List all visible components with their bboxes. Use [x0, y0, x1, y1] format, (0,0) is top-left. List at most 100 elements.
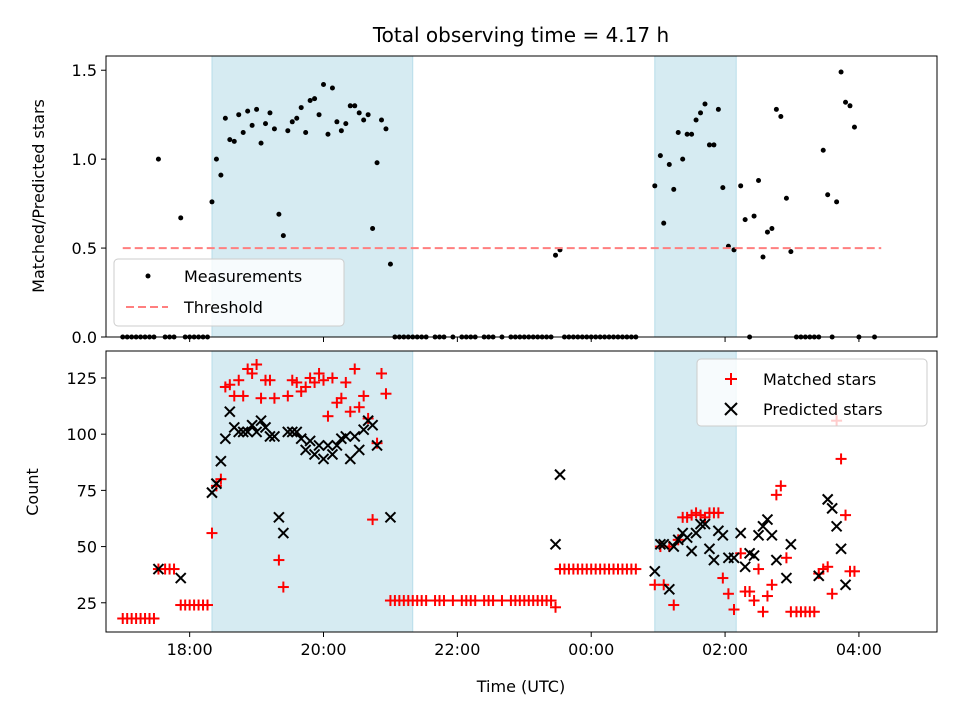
matched-stars-point: [349, 363, 361, 375]
predicted-stars-point: [830, 520, 843, 533]
bottom-y-tick-label: 50: [77, 538, 97, 557]
measurement-point: [788, 249, 794, 255]
matched-stars-point: [291, 376, 303, 388]
measurement-point: [778, 113, 784, 119]
predicted-stars-point: [357, 423, 370, 436]
matched-stars-point: [835, 453, 847, 465]
matched-stars-point: [353, 401, 365, 413]
measurement-point: [307, 97, 313, 103]
bottom-legend: Matched stars Predicted stars: [696, 358, 928, 427]
matched-stars-point: [380, 388, 392, 400]
matched-stars-point: [233, 374, 245, 386]
measurement-point: [343, 121, 349, 127]
predicted-stars-point: [384, 511, 397, 524]
predicted-stars-point: [694, 518, 707, 530]
matched-stars-point: [728, 604, 740, 616]
measurement-point: [316, 112, 322, 118]
matched-stars-point: [848, 565, 860, 577]
measurement-point: [773, 106, 779, 112]
predicted-stars-point: [219, 432, 232, 445]
predicted-stars-point: [295, 432, 307, 445]
measurement-point: [222, 115, 228, 121]
measurement-point: [325, 131, 331, 137]
measurement-point: [263, 121, 269, 127]
predicted-stars-point: [681, 531, 693, 544]
measurement-point: [289, 119, 295, 125]
matched-stars-point: [371, 437, 383, 449]
matched-stars-point: [237, 390, 249, 402]
measurement-point: [303, 129, 309, 135]
top-legend: Measurements Threshold: [113, 258, 345, 327]
predicted-stars-point: [215, 455, 227, 467]
measurement-point: [769, 226, 775, 232]
measurement-point: [383, 126, 389, 132]
predicted-stars-point: [250, 426, 263, 438]
measurement-point: [838, 69, 844, 75]
predicted-stars-point: [224, 405, 236, 418]
measurement-point: [271, 126, 277, 132]
matched-stars-point: [550, 601, 562, 613]
legend-measurements-marker: [145, 273, 151, 279]
measurement-point: [843, 99, 849, 105]
predicted-stars-point: [780, 572, 793, 584]
predicted-stars-point: [739, 561, 751, 573]
predicted-stars-point: [308, 448, 321, 461]
predicted-stars-point: [282, 426, 294, 438]
measurement-point: [666, 161, 672, 167]
predicted-stars-point: [734, 527, 747, 539]
bottom-y-axis-label: Count: [23, 468, 42, 516]
matched-stars-point: [744, 586, 756, 598]
matched-stars-point: [757, 606, 769, 618]
measurement-point: [361, 117, 367, 123]
matched-stars-point: [322, 410, 334, 422]
bottom-axes-frame: [105, 350, 938, 633]
bottom-y-tick-label: 125: [66, 369, 97, 388]
measurement-point: [657, 153, 663, 159]
matched-stars-point: [545, 595, 557, 607]
matched-stars-point: [748, 595, 760, 607]
predicted-stars-point: [371, 439, 383, 452]
predicted-stars-point: [277, 527, 290, 539]
matched-stars-point: [318, 374, 330, 386]
measurement-point: [820, 147, 826, 153]
predicted-stars-point: [237, 426, 249, 438]
top-legend-box: [113, 258, 345, 327]
matched-stars-point: [735, 547, 747, 559]
bottom-panel: 25 50 75 100 125 18:00 20:00 22:00 00:00 02:00 04…: [23, 350, 938, 696]
bottom-series: [117, 358, 860, 625]
predicted-stars-point: [299, 444, 312, 456]
measurement-point: [711, 142, 717, 148]
measurement-point: [756, 177, 762, 183]
measurement-point: [267, 110, 273, 116]
measurement-point: [680, 156, 686, 162]
bottom-x-tick-label: 20:00: [300, 640, 346, 659]
matched-stars-point: [722, 588, 734, 600]
top-y-axis-label: Matched/Predicted stars: [29, 99, 48, 293]
measurement-point: [285, 128, 291, 134]
matched-stars-point: [753, 563, 765, 575]
matched-stars-point: [761, 590, 773, 602]
matched-stars-point: [268, 392, 280, 404]
predicted-stars-point: [175, 572, 187, 584]
measurement-point: [684, 131, 690, 137]
measurement-point: [706, 142, 712, 148]
top-y-tick-label: 0.0: [72, 328, 97, 347]
matched-stars-point: [840, 509, 852, 521]
measurement-point: [689, 131, 695, 137]
matched-stars-point: [770, 489, 782, 501]
measurement-point: [312, 96, 318, 102]
top-panel: 0.0 0.5 1.0 1.5 Total observing time = 4.17…: [29, 23, 938, 347]
measurement-point: [652, 183, 658, 189]
legend-measurements-label: Measurements: [184, 267, 302, 286]
measurement-point: [240, 129, 246, 135]
legend-threshold-label: Threshold: [183, 298, 263, 317]
measurement-point: [847, 103, 853, 109]
bottom-x-tick-label: 22:00: [434, 640, 480, 659]
matched-stars-point: [148, 613, 160, 625]
x-axis-label: Time (UTC): [476, 677, 565, 696]
matched-stars-point: [658, 579, 670, 591]
predicted-stars-point: [826, 502, 838, 515]
matched-stars-point: [300, 381, 312, 393]
measurement-point: [280, 233, 286, 239]
measurement-point: [347, 103, 353, 109]
